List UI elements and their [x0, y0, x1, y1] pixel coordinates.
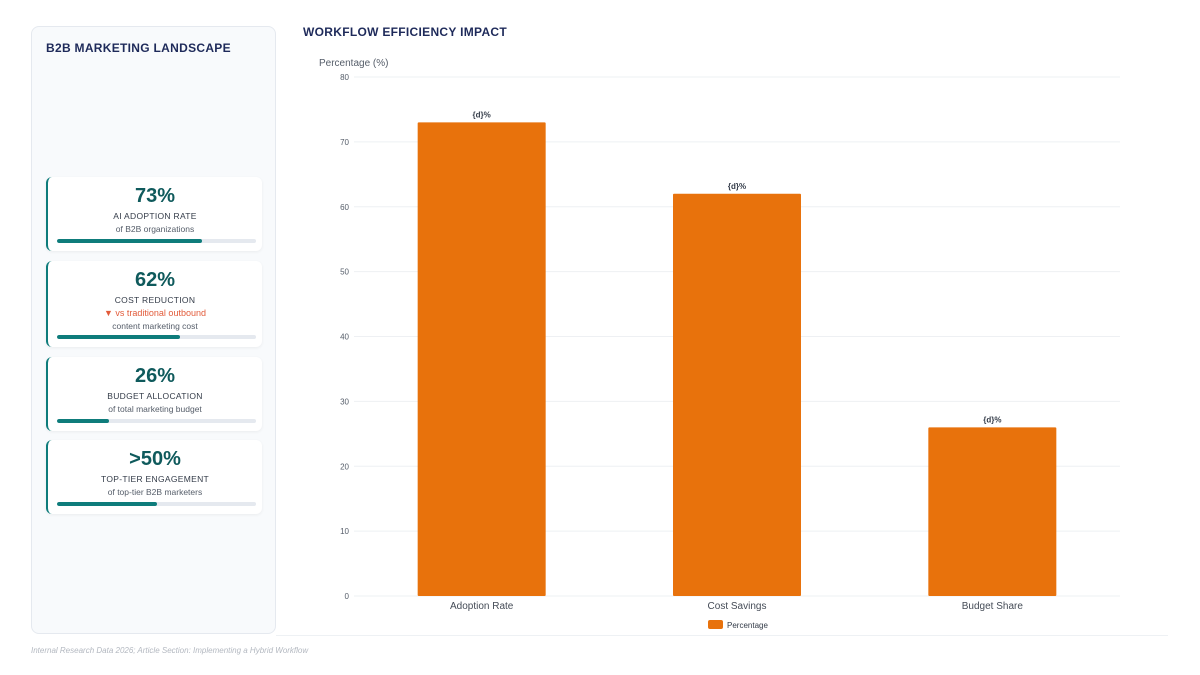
kpi-card-adoption: 73% AI ADOPTION RATE of B2B organization…: [46, 177, 262, 251]
x-tick-label: Adoption Rate: [450, 601, 514, 612]
sidebar-title: B2B MARKETING LANDSCAPE: [46, 41, 231, 55]
x-tick-label: Budget Share: [962, 601, 1024, 612]
kpi-card-budget: 26% BUDGET ALLOCATION of total marketing…: [46, 357, 262, 431]
kpi-card-engagement: >50% TOP-TIER ENGAGEMENT of top-tier B2B…: [46, 440, 262, 514]
kpi-label: COST REDUCTION: [114, 295, 196, 305]
y-tick-label: 30: [340, 397, 349, 406]
kpi-value: >50%: [129, 448, 181, 470]
bar-budget-share: [928, 427, 1057, 596]
kpi-label: AI ADOPTION RATE: [113, 211, 197, 221]
y-tick-label: 20: [340, 462, 349, 471]
bar-adoption-rate: [417, 122, 546, 596]
kpi-label: TOP-TIER ENGAGEMENT: [100, 474, 210, 484]
divider: [276, 635, 1168, 636]
legend-label: Percentage: [727, 621, 768, 630]
kpi-value: 73%: [134, 185, 176, 207]
kpi-value: 26%: [134, 365, 176, 387]
kpi-progress-fill: [57, 419, 109, 423]
kpi-progress-fill: [57, 335, 181, 339]
data-label: {d}%: [728, 182, 746, 191]
y-tick-label: 70: [340, 138, 349, 147]
kpi-sidebar: B2B MARKETING LANDSCAPE 73% AI ADOPTION …: [31, 26, 276, 634]
kpi-value: 62%: [134, 269, 176, 291]
y-tick-label: 80: [340, 73, 349, 82]
y-tick-label: 40: [340, 333, 349, 342]
data-label: {d}%: [983, 415, 1001, 424]
legend-swatch: [708, 620, 723, 629]
kpi-progress-track: [57, 502, 256, 506]
bar-cost-savings: [673, 193, 801, 596]
kpi-progress-track: [57, 239, 256, 243]
y-tick-label: 50: [340, 268, 349, 277]
kpi-card-cost: 62% COST REDUCTION ▼ vs traditional outb…: [46, 261, 262, 347]
kpi-sub: content marketing cost: [112, 321, 198, 331]
kpi-progress-fill: [57, 239, 203, 243]
y-tick-label: 0: [345, 592, 350, 601]
y-axis-label: Percentage (%): [319, 58, 388, 69]
kpi-progress-track: [57, 419, 256, 423]
kpi-sub: of B2B organizations: [115, 224, 195, 234]
kpi-trend: ▼ vs traditional outbound: [104, 308, 206, 318]
kpi-sub: of total marketing budget: [108, 404, 202, 414]
kpi-progress-track: [57, 335, 256, 339]
data-label: {d}%: [473, 110, 491, 119]
chart-title: WORKFLOW EFFICIENCY IMPACT: [303, 25, 508, 39]
kpi-label: BUDGET ALLOCATION: [107, 391, 203, 401]
y-tick-label: 10: [340, 527, 349, 536]
x-tick-label: Cost Savings: [708, 601, 767, 612]
y-tick-label: 60: [340, 203, 349, 212]
footer-source: Internal Research Data 2026; Article Sec…: [31, 646, 309, 655]
kpi-sub: of top-tier B2B marketers: [107, 487, 203, 497]
kpi-progress-fill: [57, 502, 157, 506]
